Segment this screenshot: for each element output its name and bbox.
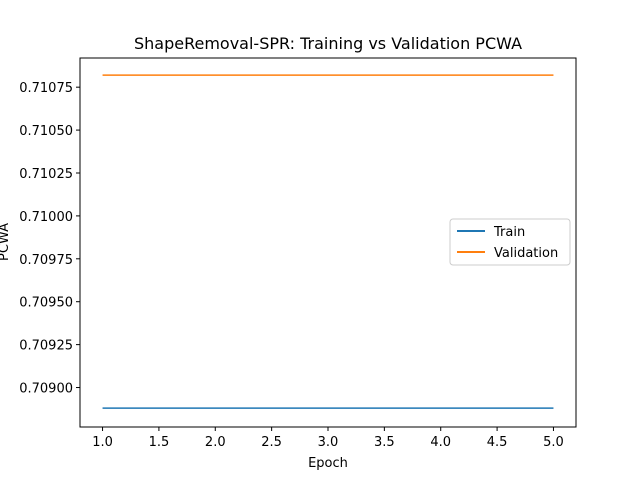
legend: Train Validation bbox=[449, 218, 571, 266]
chart-title: ShapeRemoval-SPR: Training vs Validation… bbox=[134, 34, 522, 53]
y-axis-label: PCWA bbox=[0, 223, 12, 261]
x-tick-label: 3.0 bbox=[318, 435, 339, 450]
x-tick-label: 2.0 bbox=[205, 435, 226, 450]
x-tick-label: 5.0 bbox=[543, 435, 564, 450]
y-tick-label: 0.71075 bbox=[19, 81, 73, 96]
y-tick-label: 0.70950 bbox=[19, 296, 73, 311]
legend-label-train: Train bbox=[493, 225, 525, 240]
x-tick-label: 4.0 bbox=[430, 435, 451, 450]
y-tick-label: 0.70900 bbox=[19, 382, 73, 397]
y-tick-label: 0.70925 bbox=[19, 339, 73, 354]
y-tick-label: 0.71000 bbox=[19, 210, 73, 225]
y-tick-label: 0.71050 bbox=[19, 124, 73, 139]
x-tick-label: 2.5 bbox=[261, 435, 282, 450]
x-tick-label: 4.5 bbox=[487, 435, 508, 450]
y-tick-label: 0.70975 bbox=[19, 253, 73, 268]
x-tick-label: 1.5 bbox=[149, 435, 170, 450]
legend-label-validation: Validation bbox=[494, 246, 558, 261]
y-tick-label: 0.71025 bbox=[19, 167, 73, 182]
x-axis-label: Epoch bbox=[308, 456, 348, 471]
plot-frame bbox=[79, 57, 577, 428]
x-tick-label: 1.0 bbox=[92, 435, 113, 450]
x-tick-label: 3.5 bbox=[374, 435, 395, 450]
